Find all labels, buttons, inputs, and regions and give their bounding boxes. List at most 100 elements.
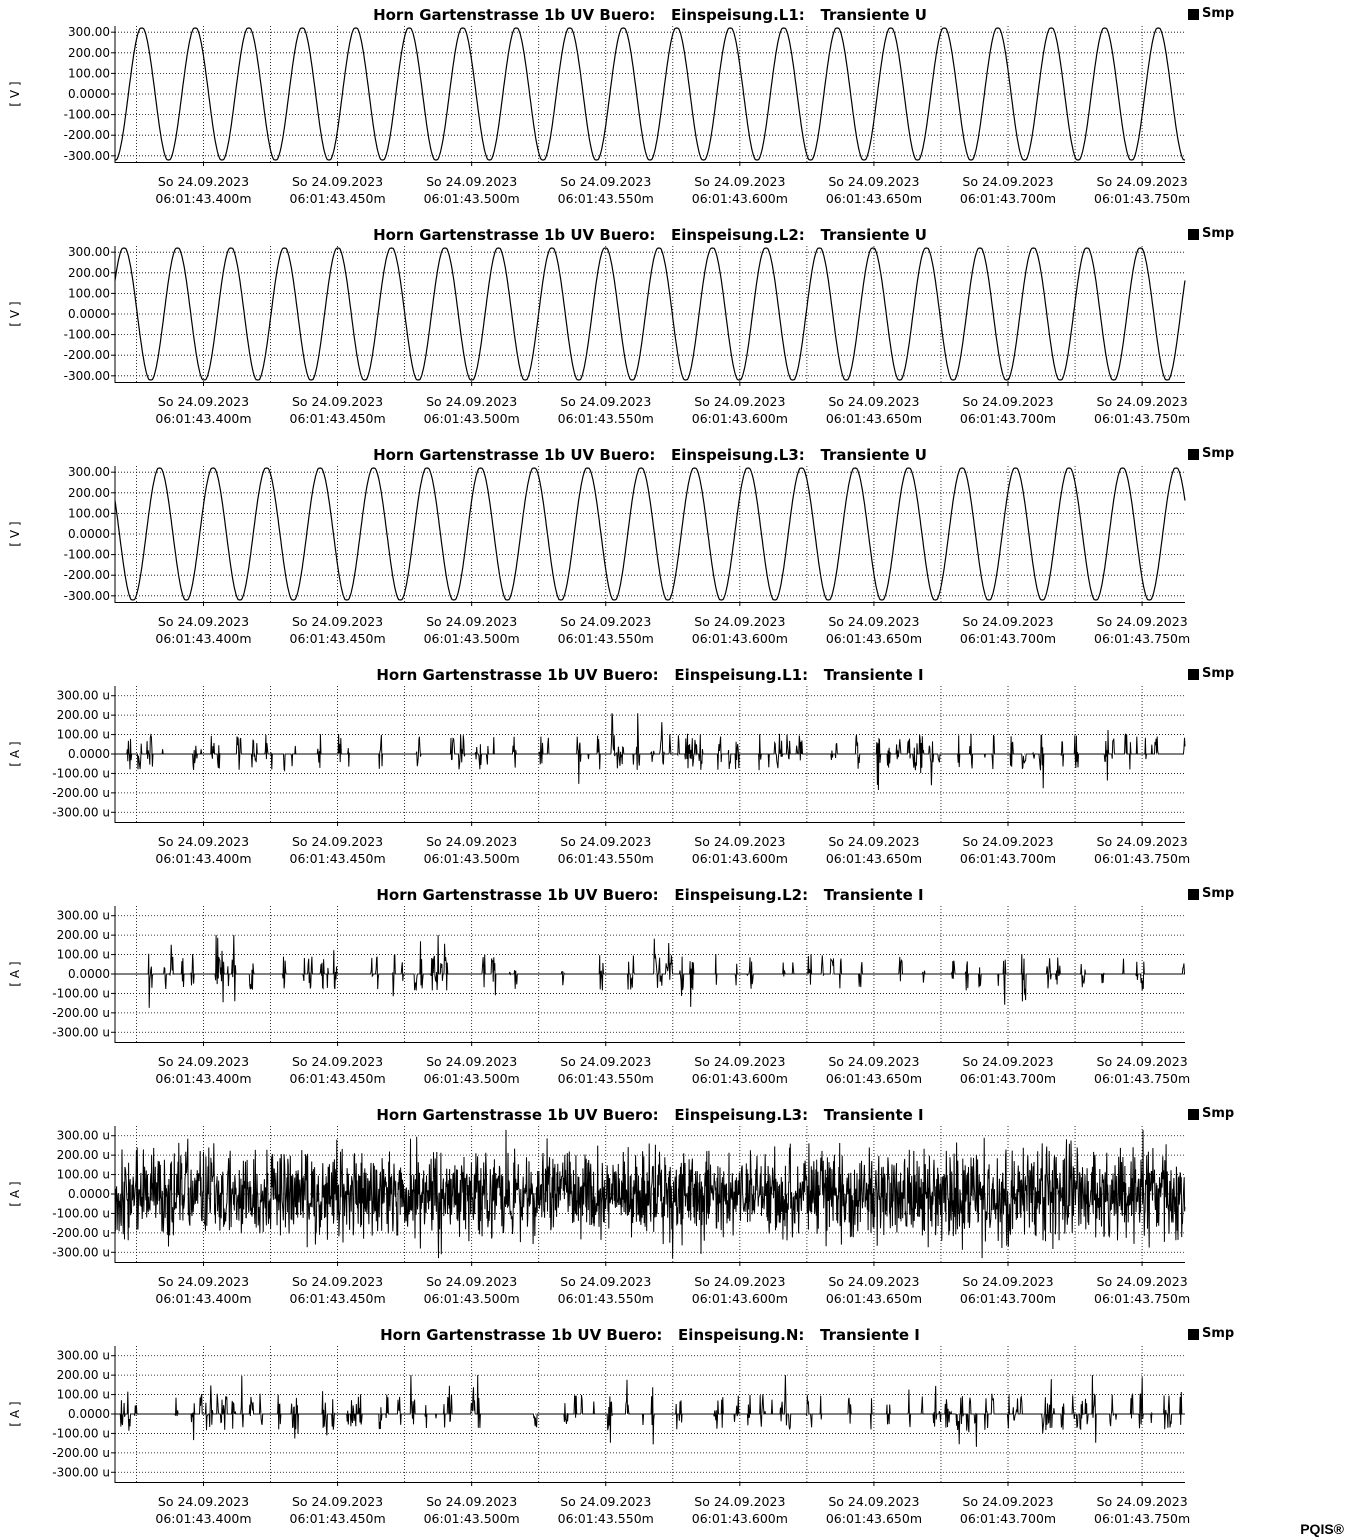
y-tick-label: -200.00: [64, 128, 110, 142]
x-tick-date: So 24.09.2023: [158, 614, 249, 629]
x-tick-date: So 24.09.2023: [292, 1494, 383, 1509]
chart-title: Horn Gartenstrasse 1b UV Buero: Einspeis…: [376, 666, 924, 684]
series-line: [114, 247, 1186, 381]
y-tick-label: 200.00: [68, 266, 110, 280]
legend[interactable]: Smp: [1188, 1326, 1234, 1342]
y-tick-label: 100.00 u: [57, 1168, 110, 1182]
x-tick-time: 06:01:43.500m: [424, 1071, 520, 1086]
x-tick-time: 06:01:43.550m: [558, 191, 654, 206]
x-tick-date: So 24.09.2023: [292, 614, 383, 629]
y-axis-label: [ A ]: [8, 961, 22, 986]
y-tick-label: -300.00 u: [52, 1025, 110, 1039]
x-tick-time: 06:01:43.600m: [692, 1511, 788, 1526]
chart-title: Horn Gartenstrasse 1b UV Buero: Einspeis…: [376, 886, 924, 904]
legend-swatch: [1188, 228, 1199, 240]
chart-title: Horn Gartenstrasse 1b UV Buero: Einspeis…: [373, 226, 927, 244]
x-tick-date: So 24.09.2023: [694, 834, 785, 849]
y-tick-label: 300.00 u: [57, 689, 110, 703]
x-tick-time: 06:01:43.750m: [1094, 851, 1190, 866]
y-axis-label: [ A ]: [8, 1181, 22, 1206]
x-tick-date: So 24.09.2023: [694, 614, 785, 629]
x-tick-time: 06:01:43.650m: [826, 1511, 922, 1526]
legend[interactable]: Smp: [1188, 6, 1234, 22]
x-tick-date: So 24.09.2023: [426, 614, 517, 629]
x-tick-time: 06:01:43.400m: [155, 1511, 251, 1526]
x-tick-date: So 24.09.2023: [158, 1494, 249, 1509]
y-tick-label: 200.00 u: [57, 1368, 110, 1382]
x-tick-time: 06:01:43.600m: [692, 851, 788, 866]
x-tick-date: So 24.09.2023: [426, 1274, 517, 1289]
x-tick-date: So 24.09.2023: [158, 834, 249, 849]
x-tick-date: So 24.09.2023: [426, 1054, 517, 1069]
x-tick-date: So 24.09.2023: [1097, 614, 1188, 629]
x-tick-date: So 24.09.2023: [292, 394, 383, 409]
x-tick-time: 06:01:43.700m: [960, 191, 1056, 206]
x-tick-time: 06:01:43.600m: [692, 631, 788, 646]
legend-label: Smp: [1202, 6, 1235, 21]
legend[interactable]: Smp: [1188, 886, 1234, 902]
x-tick-time: 06:01:43.400m: [155, 1291, 251, 1306]
y-tick-label: 300.00 u: [57, 1129, 110, 1143]
x-tick-time: 06:01:43.750m: [1094, 1291, 1190, 1306]
x-tick-date: So 24.09.2023: [694, 174, 785, 189]
y-tick-label: 100.00 u: [57, 1388, 110, 1402]
legend[interactable]: Smp: [1188, 666, 1234, 682]
x-tick-date: So 24.09.2023: [292, 174, 383, 189]
x-tick-date: So 24.09.2023: [962, 1054, 1053, 1069]
chart-svg[interactable]: 300.00 u 200.00 u 100.00 u 0.0000 -100.00 u -…: [0, 660, 1350, 880]
x-tick-time: 06:01:43.700m: [960, 411, 1056, 426]
chart-panel-3: Horn Gartenstrasse 1b UV Buero: Einspeis…: [0, 440, 1350, 660]
x-tick-time: 06:01:43.550m: [558, 1291, 654, 1306]
chart-svg[interactable]: 300.00 200.00 100.00 0.0000 -100.00 -200.00 -3…: [0, 0, 1350, 220]
x-tick-date: So 24.09.2023: [426, 834, 517, 849]
x-tick-time: 06:01:43.700m: [960, 1511, 1056, 1526]
chart-svg[interactable]: 300.00 200.00 100.00 0.0000 -100.00 -200.00 -3…: [0, 220, 1350, 440]
chart-svg[interactable]: 300.00 200.00 100.00 0.0000 -100.00 -200.00 -3…: [0, 440, 1350, 660]
x-tick-time: 06:01:43.600m: [692, 411, 788, 426]
chart-svg[interactable]: 300.00 u 200.00 u 100.00 u 0.0000 -100.00 u -…: [0, 1100, 1350, 1320]
x-tick-date: So 24.09.2023: [426, 174, 517, 189]
y-tick-label: -300.00 u: [52, 1245, 110, 1259]
x-tick-time: 06:01:43.500m: [424, 191, 520, 206]
chart-panel-7: Horn Gartenstrasse 1b UV Buero: Einspeis…: [0, 1320, 1350, 1540]
x-tick-time: 06:01:43.450m: [290, 411, 386, 426]
y-tick-label: -100.00: [64, 108, 110, 122]
x-tick-date: So 24.09.2023: [694, 1054, 785, 1069]
x-tick-date: So 24.09.2023: [694, 394, 785, 409]
legend-label: Smp: [1202, 666, 1235, 681]
chart-panel-4: Horn Gartenstrasse 1b UV Buero: Einspeis…: [0, 660, 1350, 880]
y-tick-label: 0.0000: [68, 527, 110, 541]
legend[interactable]: Smp: [1188, 1106, 1234, 1122]
x-tick-time: 06:01:43.550m: [558, 851, 654, 866]
y-tick-label: 0.0000: [68, 1407, 110, 1421]
x-tick-time: 06:01:43.550m: [558, 1511, 654, 1526]
chart-svg[interactable]: 300.00 u 200.00 u 100.00 u 0.0000 -100.00 u -…: [0, 1320, 1350, 1540]
x-tick-date: So 24.09.2023: [292, 834, 383, 849]
x-tick-date: So 24.09.2023: [962, 614, 1053, 629]
x-tick-date: So 24.09.2023: [426, 1494, 517, 1509]
x-tick-date: So 24.09.2023: [560, 174, 651, 189]
y-tick-label: 300.00: [68, 465, 110, 479]
legend[interactable]: Smp: [1188, 446, 1234, 462]
legend[interactable]: Smp: [1188, 226, 1234, 242]
y-axis-label: [ V ]: [8, 301, 22, 326]
y-tick-label: -300.00: [64, 369, 110, 383]
chart-svg[interactable]: 300.00 u 200.00 u 100.00 u 0.0000 -100.00 u -…: [0, 880, 1350, 1100]
x-tick-time: 06:01:43.400m: [155, 851, 251, 866]
series-line: [114, 1129, 1186, 1259]
y-tick-label: -100.00 u: [52, 1206, 110, 1220]
brand-label: PQIS®: [1300, 1521, 1344, 1537]
x-tick-date: So 24.09.2023: [828, 614, 919, 629]
y-tick-label: -300.00: [64, 589, 110, 603]
y-tick-label: 100.00 u: [57, 728, 110, 742]
x-tick-time: 06:01:43.450m: [290, 1291, 386, 1306]
x-tick-date: So 24.09.2023: [1097, 1054, 1188, 1069]
y-tick-label: 300.00 u: [57, 1349, 110, 1363]
series-line: [115, 713, 1186, 791]
x-tick-date: So 24.09.2023: [560, 614, 651, 629]
y-tick-label: -100.00: [64, 328, 110, 342]
y-tick-label: -200.00 u: [52, 1446, 110, 1460]
y-tick-label: -100.00 u: [52, 1426, 110, 1440]
x-tick-date: So 24.09.2023: [694, 1274, 785, 1289]
y-tick-label: 200.00 u: [57, 928, 110, 942]
